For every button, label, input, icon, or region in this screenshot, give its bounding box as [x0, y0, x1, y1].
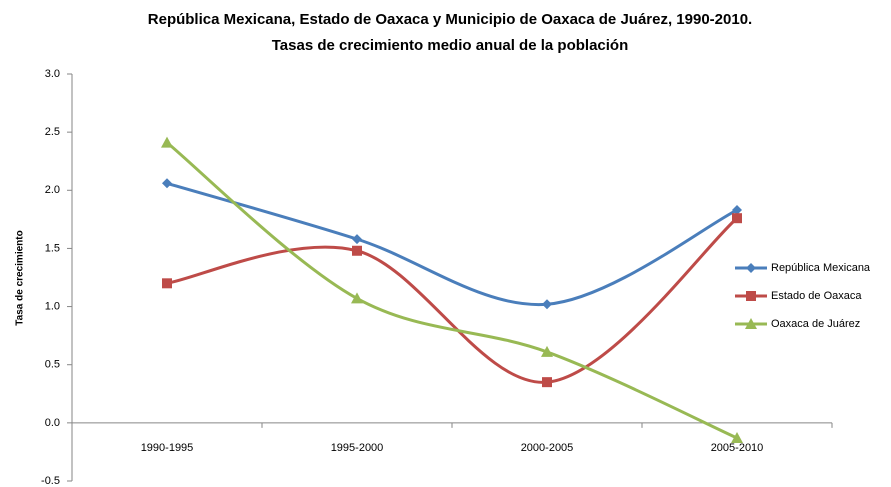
y-tick-label: 0.5 — [45, 359, 60, 371]
x-tick-label: 1995-2000 — [331, 442, 384, 454]
data-point — [732, 205, 742, 216]
series-line — [166, 217, 738, 384]
y-tick-label: 0.0 — [45, 417, 60, 429]
legend-marker — [746, 291, 756, 301]
y-tick-label: 2.5 — [45, 126, 60, 138]
data-point — [732, 213, 742, 224]
data-point — [542, 299, 552, 310]
y-tick-label: 3.0 — [45, 68, 60, 80]
y-tick-label: 1.5 — [45, 242, 60, 254]
y-axis-label: Tasa de crecimiento — [15, 230, 26, 325]
data-point — [162, 178, 172, 189]
data-point — [352, 245, 362, 256]
chart-title: República Mexicana, Estado de Oaxaca y M… — [148, 11, 752, 28]
data-point — [351, 292, 363, 304]
data-point — [352, 234, 362, 245]
data-point — [731, 431, 743, 443]
x-tick-label: 2000-2005 — [521, 442, 574, 454]
data-point — [162, 278, 172, 289]
data-point — [541, 345, 553, 357]
legend-label: República Mexicana — [771, 262, 871, 274]
data-point — [542, 377, 552, 388]
data-point — [161, 136, 173, 148]
legend-marker — [745, 318, 757, 329]
legend-label: Oaxaca de Juárez — [771, 318, 860, 330]
legend-marker — [746, 263, 756, 273]
y-tick-label: 1.0 — [45, 300, 60, 312]
x-tick-label: 2005-2010 — [711, 442, 764, 454]
legend-label: Estado de Oaxaca — [771, 290, 862, 302]
chart-subtitle: Tasas de crecimiento medio anual de la p… — [272, 37, 629, 54]
y-tick-label: -0.5 — [41, 475, 60, 487]
x-tick-label: 1990-1995 — [141, 442, 194, 454]
series-line — [166, 181, 738, 307]
y-tick-label: 2.0 — [45, 184, 60, 196]
series-line — [166, 141, 738, 440]
